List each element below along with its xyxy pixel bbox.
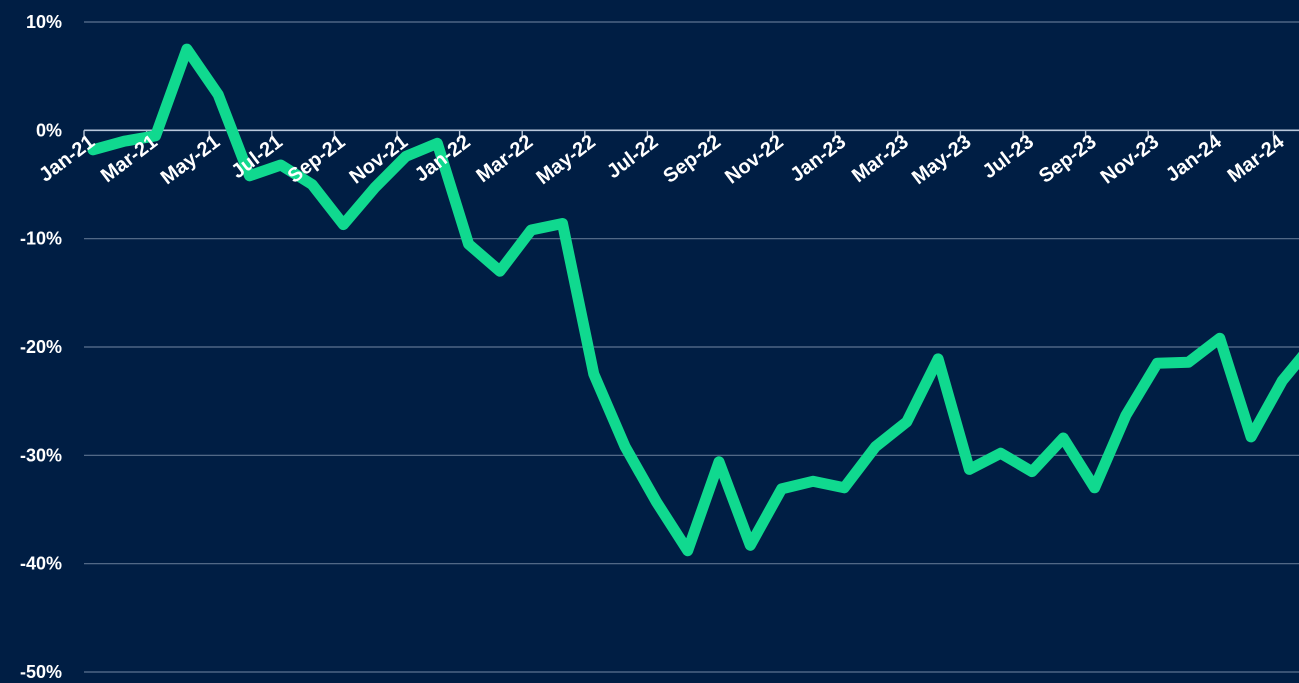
data-point xyxy=(1061,436,1065,440)
data-point xyxy=(185,47,189,51)
y-axis-tick-labels: 10% 0% -10% -20% -30% -40% -50% xyxy=(20,12,62,682)
grid-lines xyxy=(84,21,1299,673)
data-point xyxy=(748,543,752,547)
data-point xyxy=(905,420,909,424)
data-point xyxy=(811,479,815,483)
y-tick-label: -10% xyxy=(20,229,62,249)
data-point xyxy=(216,93,220,97)
data-point xyxy=(1249,435,1253,439)
data-point xyxy=(1280,379,1284,383)
data-point xyxy=(874,445,877,449)
data-point xyxy=(780,487,784,491)
data-point xyxy=(154,134,158,138)
data-point xyxy=(1187,360,1190,364)
data-point xyxy=(999,451,1003,455)
y-tick-label: -20% xyxy=(20,337,62,357)
data-point xyxy=(279,163,283,167)
data-point xyxy=(623,445,627,449)
series-line-group xyxy=(87,43,1299,557)
data-point xyxy=(341,223,345,227)
data-point xyxy=(1124,413,1128,417)
data-point xyxy=(936,357,940,361)
data-point xyxy=(1155,361,1159,365)
data-point xyxy=(1218,336,1222,340)
data-point xyxy=(842,486,846,490)
y-tick-label: -30% xyxy=(20,445,62,465)
data-point xyxy=(373,186,377,190)
data-point xyxy=(967,467,971,471)
data-point xyxy=(435,141,439,145)
data-point xyxy=(310,183,314,186)
data-point xyxy=(498,269,502,273)
data-point xyxy=(404,154,408,158)
data-point xyxy=(1030,470,1034,474)
data-point xyxy=(529,228,533,232)
series-line xyxy=(87,43,1299,557)
data-point xyxy=(467,242,471,246)
data-point xyxy=(122,139,126,143)
data-point xyxy=(717,460,721,464)
data-point xyxy=(592,372,596,376)
data-point xyxy=(686,549,690,553)
data-point xyxy=(654,500,658,504)
data-point xyxy=(248,174,251,178)
x-axis xyxy=(83,129,1299,137)
data-point xyxy=(1093,486,1097,490)
data-point xyxy=(561,222,564,225)
y-tick-label: -50% xyxy=(20,662,62,682)
data-point xyxy=(91,148,95,152)
y-tick-label: -40% xyxy=(20,554,62,574)
y-tick-label: 0% xyxy=(36,120,62,140)
y-tick-label: 10% xyxy=(26,12,62,32)
